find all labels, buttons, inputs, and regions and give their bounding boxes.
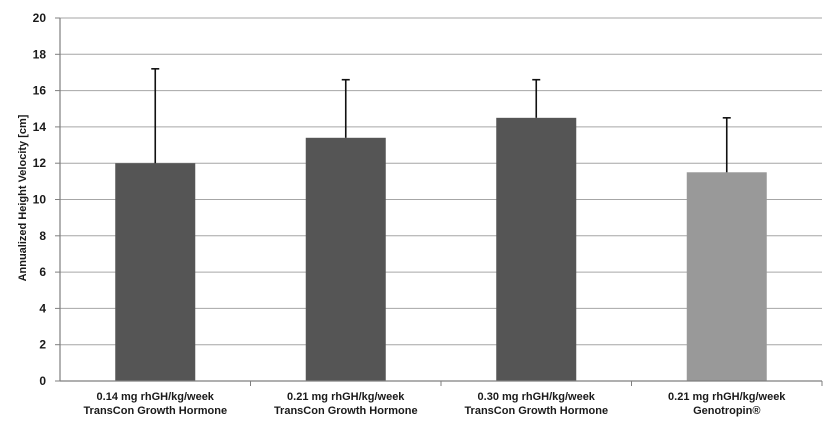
x-category-label: TransCon Growth Hormone [83, 405, 227, 417]
x-category-label: TransCon Growth Hormone [464, 405, 608, 417]
x-category-label: 0.30 mg rhGH/kg/week [478, 391, 596, 403]
bar [496, 118, 576, 381]
y-tick-label: 14 [33, 120, 47, 134]
y-tick-label: 12 [33, 156, 47, 170]
y-tick-label: 0 [39, 374, 46, 388]
x-category-label: 0.21 mg rhGH/kg/week [668, 391, 786, 403]
y-axis-title: Annualized Height Velocity [cm] [17, 114, 29, 281]
x-category-label: TransCon Growth Hormone [274, 405, 418, 417]
bar [306, 138, 386, 381]
y-tick-label: 16 [33, 84, 47, 98]
bar [115, 163, 195, 381]
y-tick-label: 2 [39, 338, 46, 352]
x-category-label: 0.21 mg rhGH/kg/week [287, 391, 405, 403]
y-tick-label: 8 [39, 229, 46, 243]
x-category-label: 0.14 mg rhGH/kg/week [97, 391, 215, 403]
bar [687, 172, 767, 381]
bars [115, 118, 767, 381]
y-tick-labels: 0 2 4 6 8 10 12 14 16 18 20 [33, 11, 47, 388]
x-category-labels: 0.14 mg rhGH/kg/week TransCon Growth Horm… [83, 391, 786, 417]
y-tick-label: 10 [33, 193, 47, 207]
y-tick-label: 20 [33, 11, 47, 25]
y-tick-label: 18 [33, 47, 47, 61]
error-bars [151, 69, 731, 172]
x-category-label: Genotropin® [693, 405, 760, 417]
y-tick-label: 4 [39, 301, 46, 315]
y-tick-label: 6 [39, 265, 46, 279]
